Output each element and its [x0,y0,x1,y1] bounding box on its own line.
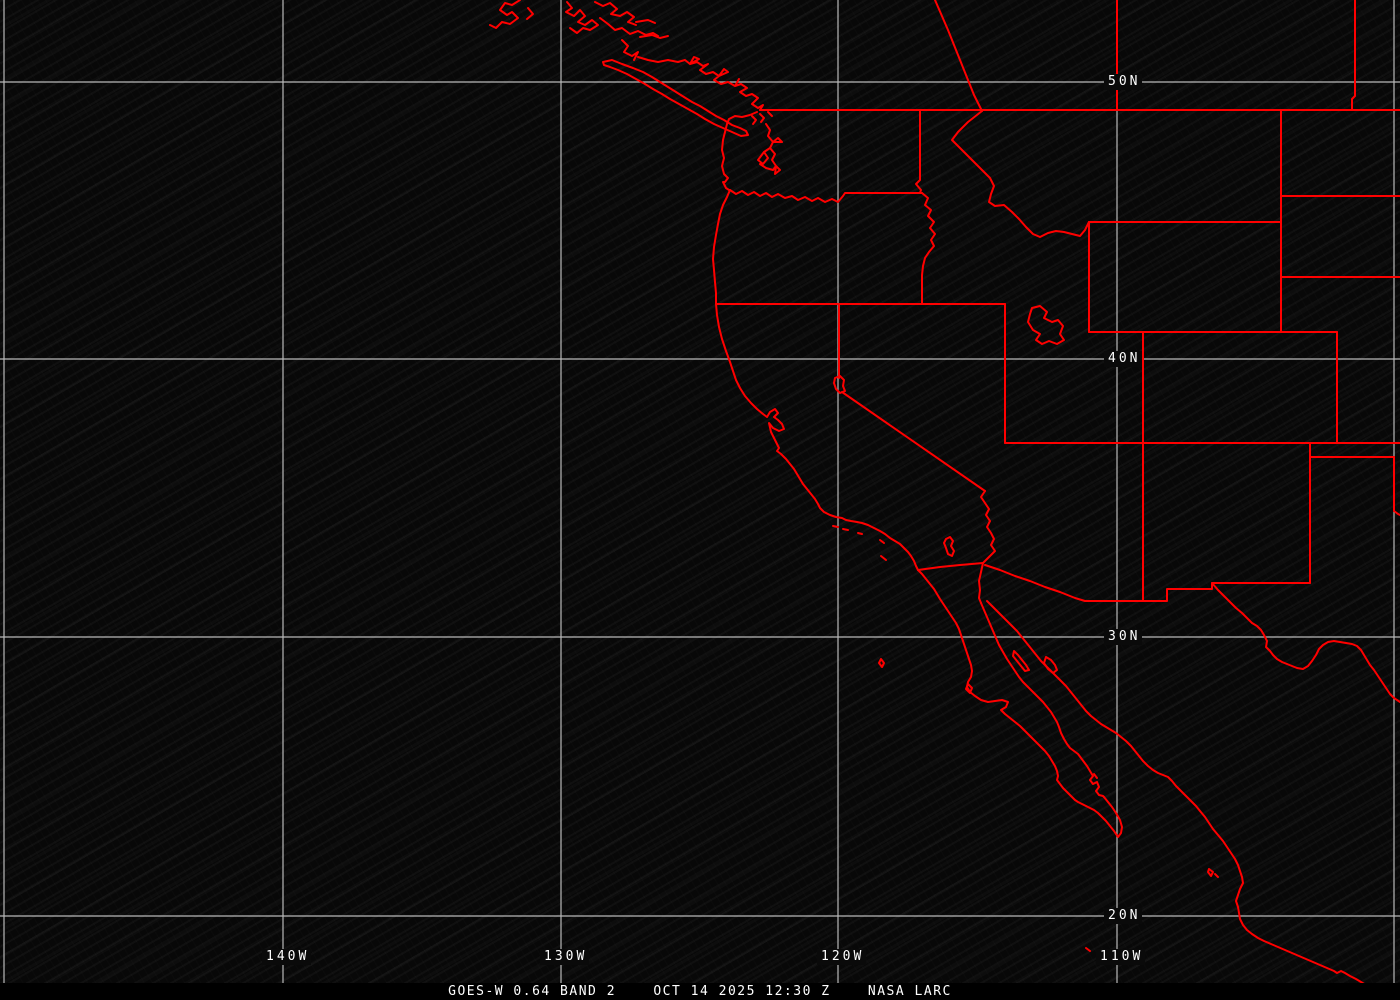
coast-san-juan-islands-3 [767,111,773,117]
longitude-label-140w: 140W [262,949,312,965]
border-bc-alberta [934,0,983,112]
coast-baja-gulf [980,602,1105,798]
caption-instrument: GOES-W 0.64 BAND 2 [448,984,617,999]
lakes-and-islands [832,305,1219,952]
coast-bc-mainland [637,56,764,111]
angel-de-la-guarda-island [1012,650,1030,672]
longitude-label-130w: 130W [540,949,590,965]
latitude-label-20n: 20N [1104,908,1143,924]
coast-bc-inlet-dash [635,19,656,24]
islas-marias [1207,868,1214,877]
latitude-label-30n: 30N [1104,629,1143,645]
coast-pacific-us [712,189,919,571]
san-clemente-island [880,555,887,561]
channel-island-1 [832,525,839,528]
cedros-island [965,683,973,694]
great-salt-lake [1027,305,1065,345]
coast-bc-archipelago-2 [594,1,637,26]
channel-island-2 [842,528,849,531]
san-jose-island [1093,773,1098,779]
coast-bc-islands-2 [526,7,534,20]
international-borders [759,0,1400,703]
state-borders [715,109,1400,602]
islas-marias-2 [1214,873,1219,878]
coast-bc-inlet-line [639,34,669,39]
border-wa-id [915,110,922,194]
border-ca-nv-diagonal [841,391,986,492]
border-us-mexico-california [917,562,984,571]
latitude-label-50n: 50N [1104,74,1143,90]
longitude-label-120w: 120W [817,949,867,965]
border-100w-tx-panhandle [1393,456,1400,516]
channel-island-3 [857,532,863,535]
caption-bar: GOES-W 0.64 BAND 2 OCT 14 2025 12:30 Z N… [0,983,1400,1000]
coast-sonora-sinaloa [986,600,1367,986]
coast-bc-archipelago-1 [565,1,599,34]
caption-credit: NASA LARC [867,984,952,999]
salton-sea [943,536,955,557]
coast-san-juan-islands-1 [751,115,757,125]
rio-grande [1211,582,1400,703]
coast-puget-sound [757,123,783,175]
lake-tahoe [833,375,846,394]
coast-bc-islands-1 [489,0,521,29]
border-mt-id [951,110,1090,238]
coast-vancouver-island [602,59,749,137]
coast-baja-pacific [917,569,1123,838]
catalina-island [879,539,885,544]
coast-san-juan-islands-2 [759,113,765,123]
border-saskatchewan-manitoba [1351,0,1356,111]
coast-bc-inlet-squiggle [621,39,639,61]
caption-datetime: OCT 14 2025 12:30 Z [653,984,831,999]
coastlines [489,0,1367,986]
border-us-mexico-arizona [984,564,1311,602]
socorro-island [1085,947,1091,952]
coast-colorado-river-delta [978,562,984,604]
coast-bc-fjord-branch [599,17,659,37]
coast-olympic-peninsula [721,111,758,191]
border-wa-or-columbia-river [729,189,923,203]
border-colorado-river [980,490,996,564]
longitude-label-110w: 110W [1096,949,1146,965]
guadalupe-island [878,658,885,668]
latitude-label-40n: 40N [1104,351,1143,367]
tiburon-island [1043,656,1058,674]
border-or-id-snake-river [921,192,936,305]
